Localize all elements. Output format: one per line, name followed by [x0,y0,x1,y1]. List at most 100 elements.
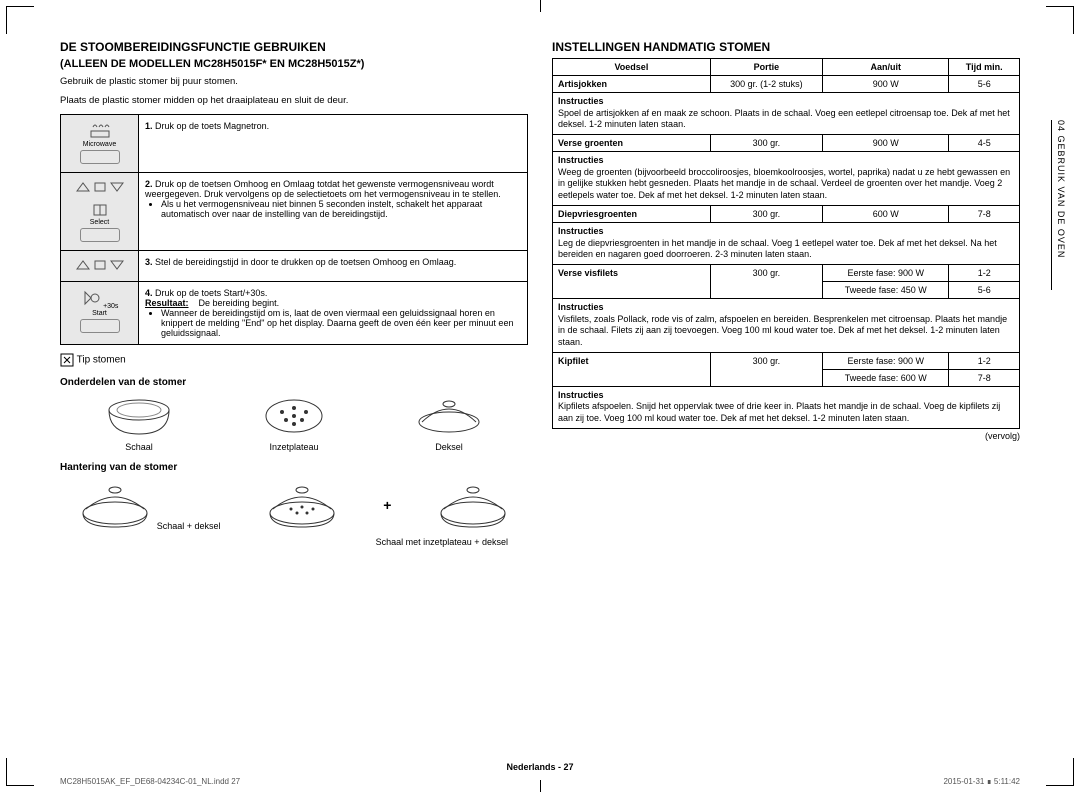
table-row: Verse groenten300 gr.900 W4-5 [553,135,1020,152]
footer-right: 2015-01-31 ∎ 5:11:42 [943,777,1020,786]
parts-row: Schaal Inzetplateau Deksel [60,394,528,452]
th-power: Aan/uit [823,59,949,76]
instr-cell: InstructiesSpoel de artisjokken af en ma… [553,93,1020,135]
step3-cell: 3. Stel de bereidingstijd in door te dru… [139,250,528,281]
instr-cell: InstructiesLeg de diepvriesgroenten in h… [553,222,1020,264]
table-row: Diepvriesgroenten300 gr.600 W7-8 [553,205,1020,222]
th-food: Voedsel [553,59,711,76]
food-cell: Kipfilet [553,352,711,386]
settings-table: Voedsel Portie Aan/uit Tijd min. Artisjo… [552,58,1020,429]
instr-cell: InstructiesVisfilets, zoals Pollack, rod… [553,298,1020,352]
step2-cell: 2. Druk op de toetsen Omhoog en Omlaag t… [139,172,528,250]
power2-cell: Tweede fase: 600 W [823,369,949,386]
footer-center: Nederlands - 27 [0,762,1080,772]
vervolg: (vervolg) [552,431,1020,441]
table-row: InstructiesWeeg de groenten (bijvoorbeel… [553,152,1020,206]
time-cell: 1-2 [949,352,1020,369]
portion-cell: 300 gr. [710,264,822,298]
side-tab: 04 GEBRUIK VAN DE OVEN [1051,120,1066,290]
step2-text: Druk op de toetsen Omhoog en Omlaag totd… [145,179,501,199]
step2-icon-cell: Select [61,172,139,250]
food-cell: Verse groenten [553,135,711,152]
instr-cell: InstructiesKipfilets afspoelen. Snijd he… [553,386,1020,428]
th-time: Tijd min. [949,59,1020,76]
step4-icon-cell: +30s Start [61,281,139,344]
start-icon [81,288,101,308]
start-button [80,319,120,333]
time-cell: 7-8 [949,205,1020,222]
microwave-label: Microwave [67,141,132,148]
handling-a-label: Schaal + deksel [157,521,221,531]
start30-label: +30s [103,303,118,310]
portion-cell: 300 gr. [710,352,822,386]
page: De stoombereidingsfunctie gebruiken (All… [60,40,1020,752]
step-table: Microwave 1. Druk op de toets Magnetron.… [60,114,528,345]
food-cell: Diepvriesgroenten [553,205,711,222]
power-cell: Eerste fase: 900 W [823,264,949,281]
step4-text: Druk op de toets Start/+30s. [155,288,267,298]
power-cell: 900 W [823,135,949,152]
table-row: Artisjokken300 gr. (1-2 stuks)900 W5-6 [553,76,1020,93]
time-cell: 5-6 [949,76,1020,93]
bowl-lid-icon-2 [434,479,512,529]
parts-title: Onderdelen van de stomer [60,377,528,388]
handling-title: Hantering van de stomer [60,462,528,473]
note-icon [60,353,74,367]
right-column: Instellingen handmatig stomen Voedsel Po… [552,40,1020,752]
step4-cell: 4. Druk op de toets Start/+30s. Resultaa… [139,281,528,344]
footer-left: MC28H5015AK_EF_DE68-04234C-01_NL.indd 27 [60,777,240,786]
handling-b [434,479,512,531]
intro-2: Plaats de plastic stomer midden op het d… [60,95,528,108]
table-row: Verse visfilets300 gr.Eerste fase: 900 W… [553,264,1020,281]
table-row: InstructiesKipfilets afspoelen. Snijd he… [553,386,1020,428]
step1-icon-cell: Microwave [61,114,139,172]
food-cell: Verse visfilets [553,264,711,298]
step2-bullet: Als u het vermogensniveau niet binnen 5 … [161,199,521,219]
bowl-lid-tray-icon [263,479,341,529]
lid-icon [414,394,484,438]
right-title: Instellingen handmatig stomen [552,40,1020,54]
part-tray-label: Inzetplateau [269,442,318,452]
handling-row: Schaal + deksel + [60,479,528,531]
tray-icon [262,394,326,438]
step4-num: 4. [145,288,153,298]
plus-icon: + [383,497,391,513]
instr-cell: InstructiesWeeg de groenten (bijvoorbeel… [553,152,1020,206]
intro-1: Gebruik de plastic stomer bij puur stome… [60,76,528,89]
start-label: Start [67,310,132,317]
handling-b-label: Schaal met inzetplateau + deksel [376,537,508,547]
time2-cell: 5-6 [949,281,1020,298]
left-subtitle: (Alleen de modellen MC28H5015F* en MC28H… [60,58,528,70]
left-column: De stoombereidingsfunctie gebruiken (All… [60,40,528,752]
up-down-icon-2 [73,257,127,273]
select-button [80,228,120,242]
select-icon [91,203,109,217]
step4-result: De bereiding begint. [199,298,280,308]
microwave-icon [88,121,112,139]
microwave-button [80,150,120,164]
power-cell: 600 W [823,205,949,222]
table-row: Kipfilet300 gr.Eerste fase: 900 W1-2 [553,352,1020,369]
tip-text: Tip stomen [77,354,126,365]
step3-text: Stel de bereidingstijd in door te drukke… [155,257,456,267]
step1-cell: 1. Druk op de toets Magnetron. [139,114,528,172]
portion-cell: 300 gr. (1-2 stuks) [710,76,822,93]
step4-result-label: Resultaat: [145,298,189,308]
step1-num: 1. [145,121,153,131]
part-lid-label: Deksel [435,442,463,452]
power-cell: Eerste fase: 900 W [823,352,949,369]
time-cell: 1-2 [949,264,1020,281]
tip-row: Tip stomen [60,353,528,367]
bowl-lid-icon [76,479,154,529]
select-label: Select [67,219,132,226]
table-row: InstructiesLeg de diepvriesgroenten in h… [553,222,1020,264]
up-down-icon [73,179,127,195]
part-bowl: Schaal [104,394,174,452]
step1-text: Druk op de toets Magnetron. [155,121,269,131]
th-portion: Portie [710,59,822,76]
part-bowl-label: Schaal [125,442,153,452]
power2-cell: Tweede fase: 450 W [823,281,949,298]
step3-icon-cell [61,250,139,281]
part-tray: Inzetplateau [262,394,326,452]
time2-cell: 7-8 [949,369,1020,386]
